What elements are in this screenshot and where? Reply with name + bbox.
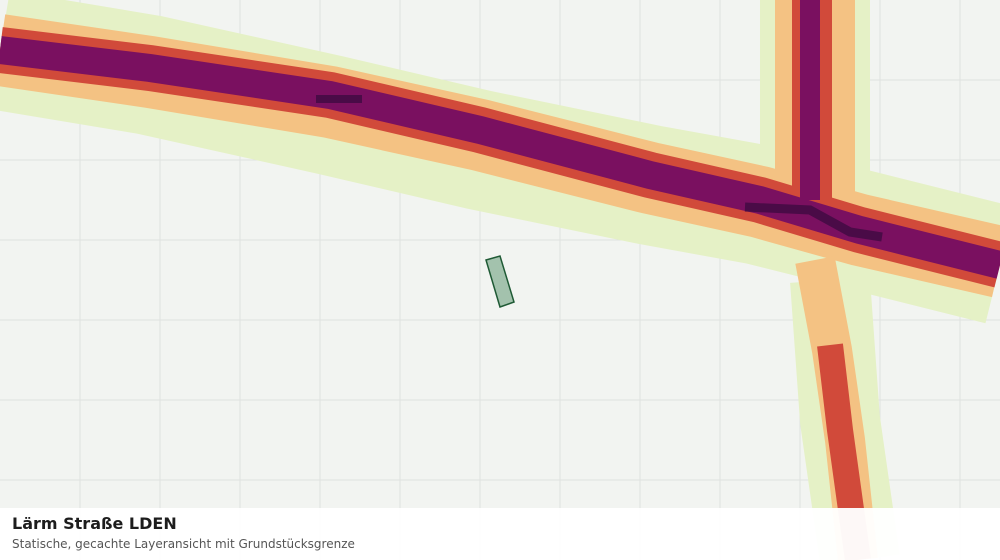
noise-zone-highest xyxy=(744,202,883,242)
parcel-boundary[interactable] xyxy=(485,255,515,308)
layer-title: Lärm Straße LDEN xyxy=(12,514,177,533)
caption: Lärm Straße LDEN Statische, gecachte Lay… xyxy=(0,508,1000,560)
layer-subtitle: Statische, gecachte Layeransicht mit Gru… xyxy=(12,537,355,551)
